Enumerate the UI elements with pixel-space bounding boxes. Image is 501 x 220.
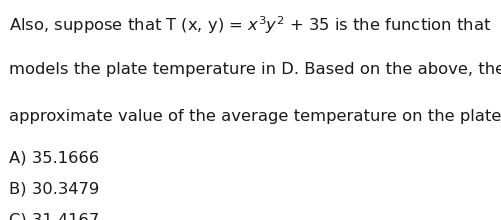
Text: models the plate temperature in D. Based on the above, the: models the plate temperature in D. Based… — [9, 62, 501, 77]
Text: C) 31.4167: C) 31.4167 — [9, 212, 99, 220]
Text: A) 35.1666: A) 35.1666 — [9, 151, 99, 166]
Text: B) 30.3479: B) 30.3479 — [9, 182, 99, 196]
Text: approximate value of the average temperature on the plate is:: approximate value of the average tempera… — [9, 109, 501, 124]
Text: Also, suppose that T (x, y) = $x^3y^2$ + 35 is the function that: Also, suppose that T (x, y) = $x^3y^2$ +… — [9, 14, 491, 36]
